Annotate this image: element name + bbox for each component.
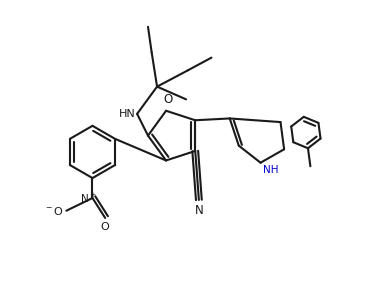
- Text: N$^+$: N$^+$: [80, 191, 97, 205]
- Text: O: O: [101, 222, 110, 232]
- Text: $^-$O: $^-$O: [44, 205, 64, 217]
- Text: NH: NH: [263, 165, 279, 175]
- Text: HN: HN: [118, 109, 135, 119]
- Text: N: N: [195, 204, 203, 217]
- Text: O: O: [163, 93, 172, 106]
